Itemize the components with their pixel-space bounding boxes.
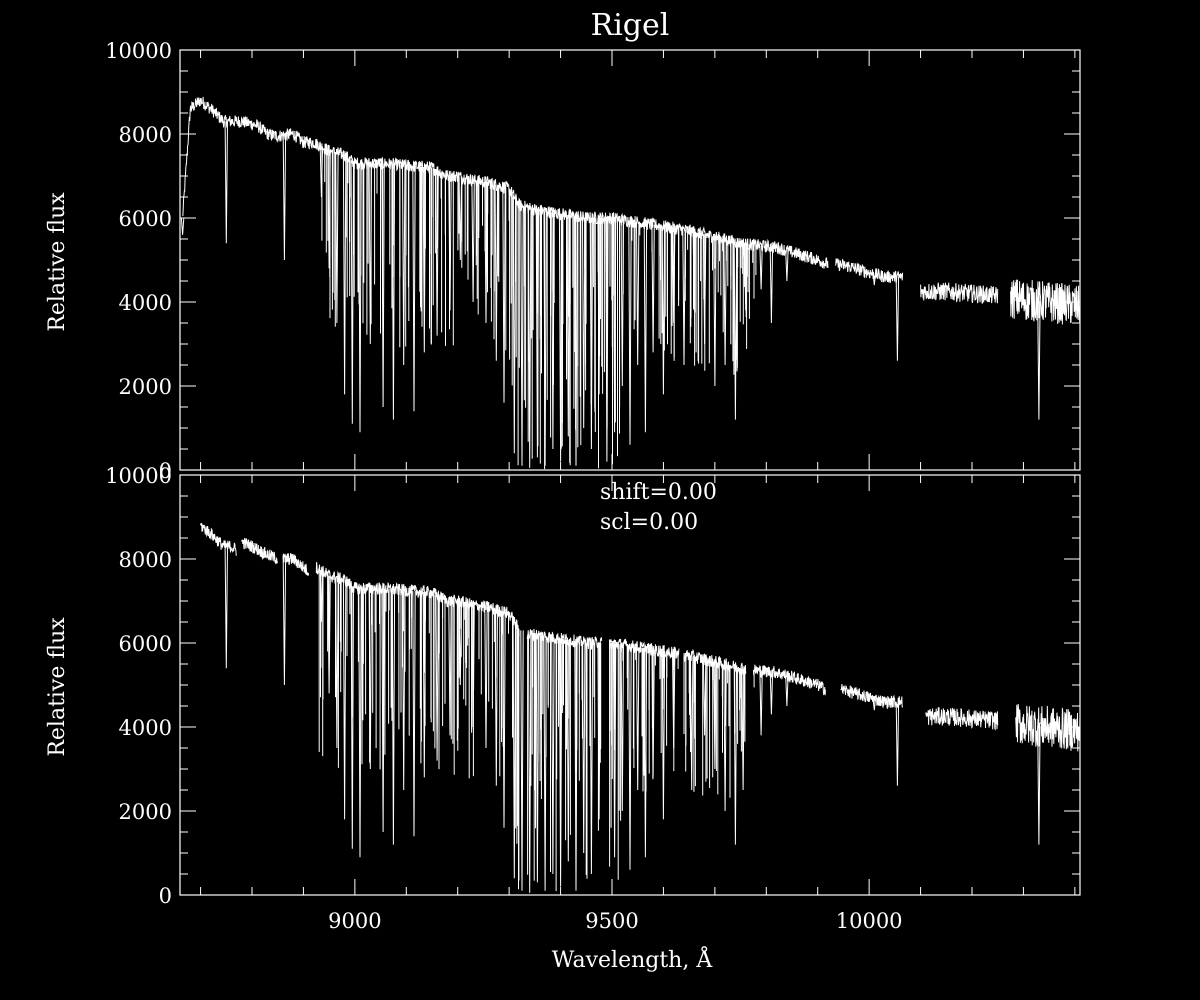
spectrum-segment-bottom-10 xyxy=(1015,703,1080,752)
absorption-line-top-21 xyxy=(502,186,506,403)
y-axis-label-bottom: Relative flux xyxy=(45,617,70,757)
absorption-line-top-13 xyxy=(412,166,416,412)
absorption-line-bottom-51 xyxy=(895,701,900,786)
y-tick-label-top-2: 4000 xyxy=(119,291,172,315)
x-tick-label-2: 10000 xyxy=(836,909,903,933)
absorption-line-bottom-12 xyxy=(412,591,416,837)
absorption-line-bottom-21 xyxy=(512,621,516,879)
spectrum-group-bottom xyxy=(200,523,1080,893)
absorption-line-top-23 xyxy=(520,206,524,466)
spectrum-segment-top-3 xyxy=(1010,279,1080,325)
spectrum-segment-bottom-4 xyxy=(526,628,603,650)
x-tick-label-0: 9000 xyxy=(328,909,381,933)
absorption-line-top-0 xyxy=(180,217,185,235)
absorption-line-bottom-43 xyxy=(713,661,717,770)
spectra-layer xyxy=(180,96,1080,893)
y-tick-label-top-0: 0 xyxy=(159,459,172,483)
x-axis-label: Wavelength, Å xyxy=(552,945,714,973)
absorption-line-top-54 xyxy=(895,276,900,361)
y-tick-label-bottom-2: 4000 xyxy=(119,716,172,740)
y-tick-label-bottom-0: 0 xyxy=(159,884,172,908)
absorption-line-top-31 xyxy=(582,217,586,429)
spectrum-segment-bottom-2 xyxy=(282,552,310,576)
spectrum-segment-bottom-9 xyxy=(925,707,999,731)
absorption-line-bottom-22 xyxy=(520,630,524,891)
absorption-line-top-46 xyxy=(713,236,717,387)
absorption-line-bottom-35 xyxy=(628,645,632,870)
absorption-line-top-6 xyxy=(342,154,347,395)
absorption-line-top-39 xyxy=(643,223,648,433)
y-tick-label-bottom-1: 2000 xyxy=(119,800,172,824)
spectrum-segment-top-1 xyxy=(835,258,904,284)
absorption-line-top-12 xyxy=(402,165,406,366)
absorption-line-bottom-50 xyxy=(872,698,876,711)
absorption-line-bottom-9 xyxy=(381,588,385,833)
absorption-line-bottom-48 xyxy=(769,671,774,715)
absorption-line-top-51 xyxy=(769,246,774,324)
spectrum-segment-bottom-0 xyxy=(200,523,237,557)
spectrum-group-top xyxy=(180,96,1080,470)
spectrum-segment-bottom-8 xyxy=(840,684,904,710)
y-axis-label-top: Relative flux xyxy=(45,192,70,332)
absorption-line-top-40 xyxy=(651,224,655,353)
spectrum-segment-bottom-1 xyxy=(241,537,278,565)
absorption-line-top-38 xyxy=(636,222,640,366)
absorption-line-bottom-5 xyxy=(342,579,347,820)
absorption-line-bottom-36 xyxy=(636,647,640,791)
y-tick-label-top-4: 8000 xyxy=(119,123,172,147)
y-tick-label-top-5: 10000 xyxy=(105,39,172,63)
absorption-line-bottom-1 xyxy=(282,558,287,686)
absorption-line-bottom-47 xyxy=(759,670,763,736)
absorption-line-bottom-52 xyxy=(1037,726,1041,845)
absorption-line-bottom-34 xyxy=(620,644,624,812)
spectrum-segment-top-2 xyxy=(920,282,999,304)
absorption-line-bottom-27 xyxy=(558,638,563,887)
absorption-line-top-1 xyxy=(224,121,228,244)
absorption-line-bottom-0 xyxy=(224,546,228,669)
shift-annotation: shift=0.00 xyxy=(600,480,717,505)
axes-layer: 0200040006000800010000020004000600080001… xyxy=(105,39,1081,933)
absorption-line-top-29 xyxy=(566,215,570,437)
absorption-line-top-20 xyxy=(494,184,498,361)
absorption-line-top-37 xyxy=(628,220,632,445)
y-tick-label-top-1: 2000 xyxy=(119,375,172,399)
y-tick-label-bottom-4: 8000 xyxy=(119,548,172,572)
absorption-line-top-47 xyxy=(723,239,727,366)
absorption-line-bottom-3 xyxy=(327,575,331,694)
absorption-line-top-50 xyxy=(759,245,763,290)
y-tick-label-bottom-3: 6000 xyxy=(119,632,172,656)
absorption-line-bottom-26 xyxy=(551,637,555,875)
x-tick-label-1: 9500 xyxy=(585,909,638,933)
absorption-line-bottom-31 xyxy=(589,642,594,875)
spectrum-segment-bottom-7 xyxy=(752,664,826,696)
chart-title: Rigel xyxy=(591,8,670,43)
y-tick-label-top-3: 6000 xyxy=(119,207,172,231)
absorption-line-top-5 xyxy=(335,152,339,324)
scale-annotation: scl=0.00 xyxy=(600,510,698,535)
absorption-line-top-52 xyxy=(785,250,789,282)
absorption-line-bottom-18 xyxy=(484,606,488,749)
absorption-line-top-18 xyxy=(471,180,475,303)
absorption-line-top-17 xyxy=(458,176,462,261)
absorption-line-bottom-49 xyxy=(785,675,789,707)
y-tick-label-bottom-5: 10000 xyxy=(105,464,172,488)
absorption-line-bottom-7 xyxy=(358,588,362,858)
absorption-line-top-55 xyxy=(1037,301,1041,420)
absorption-line-top-2 xyxy=(282,135,287,261)
absorption-line-top-53 xyxy=(872,273,876,286)
